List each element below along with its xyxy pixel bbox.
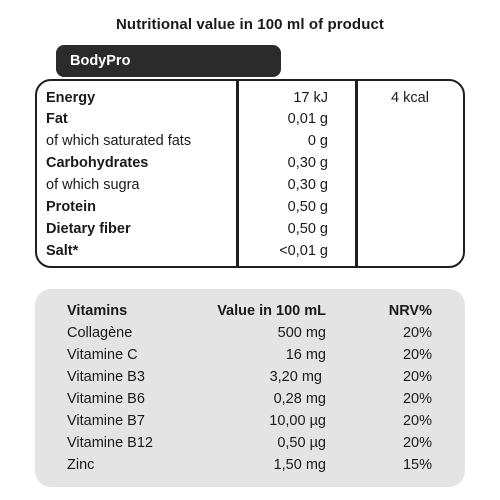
vitamin-nrv: 20% [402, 369, 432, 385]
nutrition-row-carbohydrates: Carbohydrates 0,30 g [46, 152, 328, 174]
nutrition-row-energy: Energy 17 kJ [46, 87, 328, 109]
column-divider [355, 79, 358, 268]
vitamin-name: Collagène [67, 325, 133, 341]
vitamins-header-row: Vitamins Value in 100 mL NRV% [0, 300, 500, 322]
nutrient-label: Protein [46, 199, 96, 215]
vitamin-row-b12: Vitamine B12 0,50 µg 20% [0, 432, 500, 454]
vitamin-name: Zinc [67, 457, 95, 473]
nutrient-value: 17 kJ [293, 90, 328, 106]
nutrient-value: 0,01 g [287, 111, 328, 127]
nutrition-row-saturated-fats: of which saturated fats 0 g [46, 130, 328, 152]
vitamin-row-b3: Vitamine B3 3,20 mg 20% [0, 366, 500, 388]
vitamin-value: 3,20 mg [269, 369, 322, 385]
vitamin-row-collagene: Collagène 500 mg 20% [0, 322, 500, 344]
vitamins-header-name: Vitamins [67, 303, 128, 319]
vitamin-name: Vitamine C [67, 347, 138, 363]
vitamin-name: Vitamine B3 [67, 369, 145, 385]
vitamin-name: Vitamine B6 [67, 391, 145, 407]
nutrient-value: <0,01 g [279, 243, 328, 259]
vitamin-nrv: 20% [402, 391, 432, 407]
vitamin-nrv: 20% [402, 435, 432, 451]
vitamins-header-value: Value in 100 mL [217, 303, 326, 319]
vitamin-row-b7: Vitamine B7 10,00 µg 20% [0, 410, 500, 432]
vitamin-nrv: 20% [402, 325, 432, 341]
vitamin-row-b6: Vitamine B6 0,28 mg 20% [0, 388, 500, 410]
nutrition-row-protein: Protein 0,50 g [46, 196, 328, 218]
vitamin-nrv: 20% [402, 413, 432, 429]
vitamin-row-c: Vitamine C 16 mg 20% [0, 344, 500, 366]
vitamin-value: 500 mg [277, 325, 326, 341]
nutrient-value: 0,30 g [287, 177, 328, 193]
nutrient-label: Fat [46, 111, 68, 127]
vitamin-nrv: 15% [402, 457, 432, 473]
nutrition-row-dietary-fiber: Dietary fiber 0,50 g [46, 218, 328, 240]
vitamin-value: 0,50 µg [277, 435, 326, 451]
vitamin-value: 0,28 mg [273, 391, 326, 407]
nutrient-value: 0,50 g [287, 199, 328, 215]
nutrient-label: Salt* [46, 243, 79, 259]
vitamins-header-nrv: NRV% [388, 303, 432, 319]
nutrition-table [35, 79, 465, 268]
nutrition-row-sugars: of which sugra 0,30 g [46, 174, 328, 196]
vitamin-nrv: 20% [402, 347, 432, 363]
vitamin-value: 1,50 mg [273, 457, 326, 473]
nutrient-value: 0 g [307, 133, 328, 149]
vitamin-name: Vitamine B7 [67, 413, 145, 429]
nutrient-value: 0,30 g [287, 155, 328, 171]
vitamin-name: Vitamine B12 [67, 435, 153, 451]
vitamin-row-zinc: Zinc 1,50 mg 15% [0, 454, 500, 476]
vitamin-value: 16 mg [285, 347, 326, 363]
page-title: Nutritional value in 100 ml of product [116, 16, 384, 33]
nutrient-label: of which sugra [46, 177, 140, 193]
nutrient-label: Energy [46, 90, 96, 106]
vitamin-value: 10,00 µg [269, 413, 326, 429]
nutrient-value: 0,50 g [287, 221, 328, 237]
nutrient-label: Dietary fiber [46, 221, 131, 237]
energy-kcal-value: 4 kcal [391, 90, 429, 106]
nutrient-label: Carbohydrates [46, 155, 149, 171]
nutrition-row-salt: Salt* <0,01 g [46, 240, 328, 262]
nutrient-label: of which saturated fats [46, 133, 192, 149]
brand-label: BodyPro [56, 45, 281, 77]
vitamins-table [35, 289, 465, 487]
column-divider [236, 79, 239, 268]
nutrition-row-fat: Fat 0,01 g [46, 108, 328, 130]
